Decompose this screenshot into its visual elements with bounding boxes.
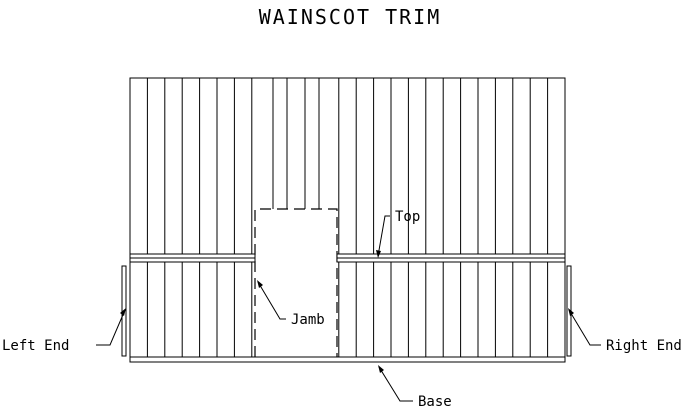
top-label: Top [395,209,420,225]
jamb-label: Jamb [291,312,325,328]
top-trim [129,253,566,263]
base-trim [129,356,566,363]
upper-wall-boards [146,78,549,254]
base-callout: Base [378,365,452,410]
diagram-title: WAINSCOT TRIM [259,5,442,29]
jamb-callout: Jamb [257,280,325,328]
door-head-boards [272,78,320,209]
left-end-label: Left End [2,338,69,354]
jamb-trim [254,208,338,357]
base-label: Base [418,394,452,410]
upper-wall-panel [129,77,566,255]
left-end-callout: Left End [2,308,126,354]
right-end-callout: Right End [568,308,682,354]
door-opening [255,209,337,357]
lower-wall-boards [129,261,566,358]
right-end-label: Right End [606,338,682,354]
lower-wall-panel [129,261,566,358]
top-callout: Top [376,209,420,258]
